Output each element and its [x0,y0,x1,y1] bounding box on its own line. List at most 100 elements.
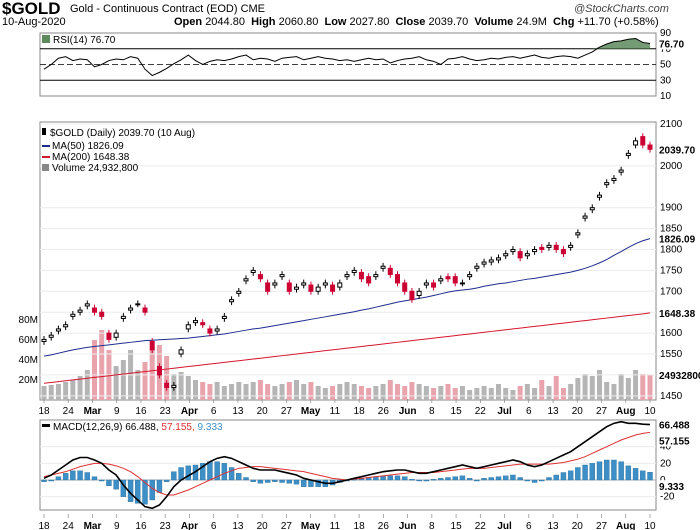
hist-value-label: 9.333 [659,482,684,493]
candle-body [106,332,112,340]
rsi-last-label: 76.70 [659,39,684,50]
volume-bar [366,388,372,400]
candle-body [467,274,473,278]
rsi-last-label-box [657,37,699,50]
candle-body [99,311,105,317]
candle-body [221,315,227,319]
volume-bar [178,372,184,400]
exchange: CME [240,3,266,15]
volume-bar [438,386,444,400]
price-x-tick-label: 10 [644,406,656,417]
macd-x-tick-label: 24 [63,521,75,530]
rsi-legend-swatch [42,35,50,43]
volume-bar [70,380,76,400]
macd-hist-bar [214,461,220,481]
price-x-tick-label: 11 [330,406,341,417]
macd-hist-bar [474,479,480,482]
macd-hist-bar [452,476,458,481]
macd-legend-signal: 57.155, [161,422,197,433]
macd-hist-bar [156,479,163,493]
watermark: @StockCharts.com [574,3,669,15]
macd-hist-bar [149,479,155,501]
volume-bar [358,386,364,400]
volume-bar [582,374,588,400]
candle-body [597,194,602,198]
macd-hist-bar [99,479,105,482]
volume-bar [330,386,336,400]
candle-body [503,253,509,257]
price-x-tick-label: 15 [451,406,463,417]
macd-x-tick-label: Aug [616,521,635,530]
macd-hist-bar [62,473,69,481]
candle-body [63,324,69,328]
macd-tick-label: 20 [660,458,672,469]
candle-body [582,215,588,219]
volume-bar [135,370,141,400]
candle-body [171,384,177,388]
candle-body [416,290,422,296]
volume-bar [221,386,227,400]
candle-body [207,328,213,334]
ma50-line [43,238,651,357]
rsi-line [43,37,651,77]
macd-hist-bar [113,479,119,490]
chg-label: Chg [553,16,575,28]
volume-bar [294,380,299,400]
candle-body [553,244,559,251]
volume-bar [445,384,451,400]
chart-header: $GOLD Gold - Continuous Contract (EOD) C… [0,0,700,30]
volume-bar [286,382,292,400]
volume-bar [185,376,191,400]
volume-bar [503,388,509,400]
volume-bar [207,384,213,400]
macd-hist-bar [84,472,90,481]
close-label: Close [395,16,426,28]
macd-hist-bar [416,479,422,482]
ma200-legend: MA(200) 1648.38 [52,152,130,163]
candle-body [611,177,617,182]
volume-bar [55,384,61,400]
macd-hist-bar [279,479,285,483]
volume-bar [337,384,343,400]
candle-body [344,274,350,278]
price-x-tick-label: 22 [475,406,487,417]
macd-hist-bar [560,472,567,481]
macd-x-tick-label: 20 [572,521,584,530]
macd-hist-bar [438,478,444,481]
volume-bar [257,380,263,400]
macd-x-tick-label: 22 [475,521,487,530]
volume-bar [63,382,69,400]
volume-bar [395,384,400,400]
price-x-tick-label: 16 [135,406,147,417]
macd-legend: MACD(12,26,9) 66.488, 57.155, 9.333 [53,422,223,433]
instrument-title: Gold - Continuous Contract (EOD) [70,3,238,15]
volume-bar [409,382,415,400]
candle-body [149,340,155,351]
volume-bar [510,390,516,400]
price-x-tick-label: 20 [572,406,584,417]
candle-body [330,284,336,292]
macd-x-tick-label: Apr [181,521,198,530]
volume-tick-label: 20M [19,375,38,386]
volume-bar [229,384,235,400]
candle-body [135,303,141,306]
candle-body [308,284,314,292]
rsi-legend: RSI(14) 76.70 [53,35,116,46]
macd-hist-bar [402,476,408,481]
candle-body [387,267,393,276]
macd-line [43,420,651,510]
candle-body [373,274,379,278]
macd-hist-bar [647,472,653,481]
volume-bar [351,384,357,400]
macd-hist-bar [445,477,451,481]
macd-x-tick-label: 23 [160,521,172,530]
price-x-tick-label: Aug [616,406,635,417]
candle-body [438,278,444,282]
candle-body [322,282,328,286]
volume-bar [539,380,545,400]
macd-hist-bar [257,479,264,484]
macd-value-label-box [657,418,699,431]
candle-body [452,276,458,284]
macd-x-tick-label: 13 [547,521,559,530]
macd-hist-bar [466,478,473,481]
